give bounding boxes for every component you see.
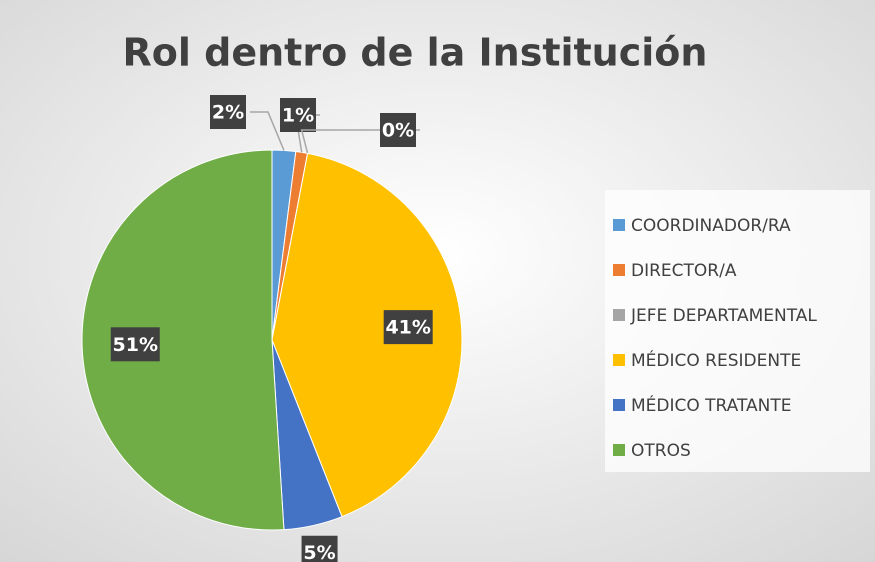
- leader-line: [250, 111, 285, 151]
- data-label-box: [210, 95, 246, 129]
- data-label: 5%: [303, 542, 335, 562]
- pie-slice: [81, 149, 285, 531]
- data-label: 1%: [282, 105, 314, 127]
- legend-swatch: [613, 444, 625, 456]
- data-label-box: [380, 113, 416, 147]
- data-label: 0%: [382, 120, 414, 142]
- legend-label: OTROS: [631, 441, 691, 461]
- legend-swatch: [613, 354, 625, 366]
- data-label: 2%: [212, 102, 244, 124]
- legend-label: DIRECTOR/A: [631, 261, 737, 281]
- legend-swatch: [613, 219, 625, 231]
- chart-title: Rol dentro de la Institución: [123, 31, 708, 75]
- legend-label: MÉDICO RESIDENTE: [631, 349, 801, 371]
- data-label-box: [301, 535, 338, 562]
- data-label-box: [383, 310, 433, 345]
- data-label-box: [110, 327, 160, 362]
- data-label: 51%: [113, 334, 158, 356]
- legend-label: MÉDICO TRATANTE: [631, 394, 792, 416]
- legend-swatch: [613, 264, 625, 276]
- pie-slice: [271, 152, 463, 518]
- data-label: 41%: [385, 317, 430, 339]
- legend-label: JEFE DEPARTAMENTAL: [630, 306, 817, 326]
- legend-swatch: [613, 309, 625, 321]
- legend-box: [605, 190, 870, 472]
- legend-label: COORDINADOR/RA: [631, 216, 791, 236]
- data-label-box: [280, 98, 316, 132]
- legend-swatch: [613, 399, 625, 411]
